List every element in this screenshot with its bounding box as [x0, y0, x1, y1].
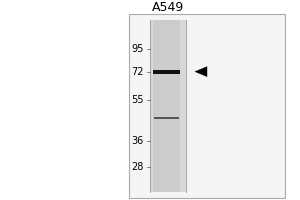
Text: 28: 28 — [132, 162, 144, 172]
Text: A549: A549 — [152, 1, 184, 14]
FancyBboxPatch shape — [153, 70, 180, 74]
FancyBboxPatch shape — [129, 14, 285, 198]
Text: 36: 36 — [132, 136, 144, 146]
Text: 55: 55 — [131, 95, 144, 105]
FancyBboxPatch shape — [153, 20, 180, 192]
Text: 72: 72 — [131, 67, 144, 77]
Text: 95: 95 — [132, 44, 144, 54]
Polygon shape — [195, 67, 207, 77]
FancyBboxPatch shape — [154, 117, 179, 119]
FancyBboxPatch shape — [150, 20, 186, 192]
